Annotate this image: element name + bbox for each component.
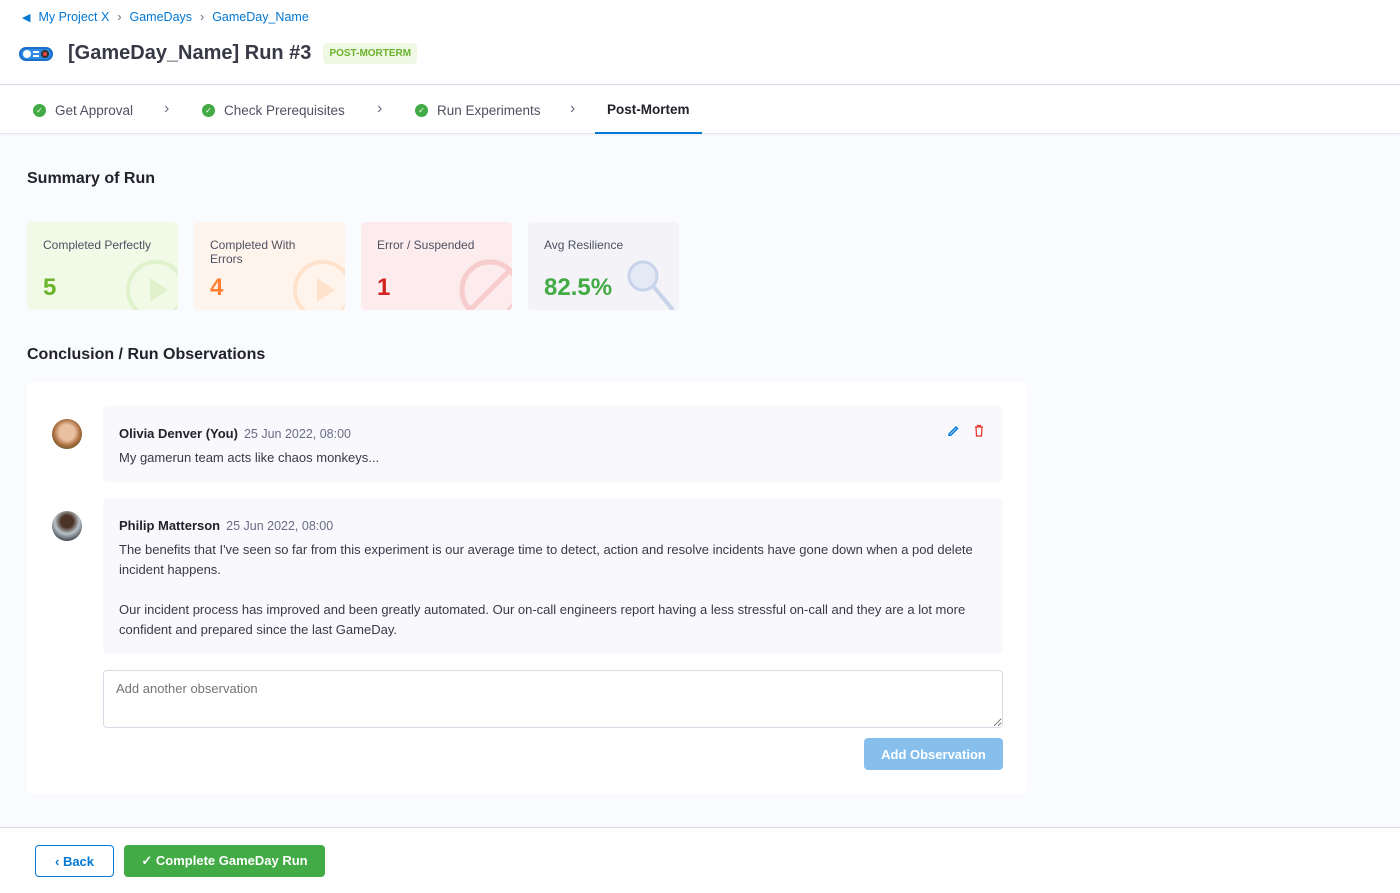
tab-check-prerequisites[interactable]: ✓ Check Prerequisites [202, 86, 345, 134]
card-label: Avg Resilience [544, 238, 624, 252]
breadcrumb-gameday[interactable]: GameDay_Name [212, 10, 309, 24]
observation-text: Our incident process has improved and be… [119, 602, 966, 637]
complete-label: Complete GameDay Run [155, 853, 308, 868]
project-icon: ◀ [22, 11, 31, 24]
card-completed-perfectly: Completed Perfectly 5 [27, 222, 178, 310]
card-value: 1 [377, 274, 391, 301]
add-observation-button[interactable]: Add Observation [864, 738, 1003, 770]
tab-get-approval[interactable]: ✓ Get Approval [33, 86, 133, 134]
step-tabs: ✓ Get Approval › ✓ Check Prerequisites › ✓… [0, 86, 1400, 134]
delete-icon[interactable] [973, 424, 985, 437]
check-circle-icon: ✓ [415, 103, 428, 117]
card-label: Completed Perfectly [43, 238, 152, 252]
avatar [52, 511, 82, 541]
summary-title: Summary of Run [27, 170, 156, 187]
timestamp: 25 Jun 2022, 08:00 [226, 519, 334, 533]
play-icon [293, 260, 345, 310]
observation-input[interactable] [103, 670, 1003, 728]
avatar [52, 419, 82, 449]
card-avg-resilience: Avg Resilience 82.5% [528, 222, 679, 310]
tab-post-mortem[interactable]: Post-Mortem [595, 86, 702, 134]
edit-icon[interactable] [947, 424, 959, 436]
observation-item: Olivia Denver (You) 25 Jun 2022, 08:00 My… [103, 406, 1003, 482]
tab-label: Check Prerequisites [224, 102, 345, 118]
author-name: Philip Matterson [119, 518, 221, 533]
observations-title: Conclusion / Run Observations [27, 346, 266, 363]
gamepad-icon [19, 46, 53, 61]
tab-label: Run Experiments [437, 102, 541, 118]
timestamp: 25 Jun 2022, 08:00 [243, 427, 352, 441]
card-completed-with-errors: Completed With Errors 4 [194, 222, 345, 310]
card-error-suspended: Error / Suspended 1 [361, 222, 512, 310]
tab-label: Get Approval [55, 102, 134, 118]
check-icon: ✓ [141, 853, 156, 868]
observation-text: My gamerun team acts like chaos monkeys.… [119, 450, 380, 465]
back-button[interactable]: ‹ Back [35, 845, 114, 877]
magnifier-icon [627, 260, 675, 310]
breadcrumb: ◀ My Project X › GameDays › GameDay_Name [22, 10, 309, 24]
footer: ‹ Back ✓ Complete GameDay Run [0, 827, 1400, 893]
tab-label: Post-Mortem [607, 101, 690, 117]
check-circle-icon: ✓ [202, 103, 215, 117]
page-header: ◀ My Project X › GameDays › GameDay_Name [… [0, 0, 1400, 85]
breadcrumb-project[interactable]: My Project X [38, 10, 110, 24]
check-circle-icon: ✓ [33, 103, 46, 117]
card-value: 5 [43, 274, 57, 301]
author-name: Olivia Denver (You) [119, 426, 238, 441]
status-badge: POST-MORTERM [323, 43, 418, 64]
card-label: Error / Suspended [377, 238, 475, 252]
chevron-right-icon: › [570, 100, 576, 117]
observations-panel: Olivia Denver (You) 25 Jun 2022, 08:00 My… [27, 382, 1027, 794]
page-title: [GameDay_Name] Run #3 [68, 42, 312, 64]
ban-icon [459, 259, 512, 310]
back-label: Back [62, 853, 95, 869]
breadcrumb-gamedays[interactable]: GameDays [129, 10, 193, 24]
tab-run-experiments[interactable]: ✓ Run Experiments [415, 86, 541, 134]
card-value: 82.5% [544, 274, 613, 301]
play-icon [126, 260, 178, 310]
chevron-right-icon: › [164, 100, 170, 117]
card-value: 4 [210, 274, 224, 301]
observation-item: Philip Matterson 25 Jun 2022, 08:00 The b… [103, 498, 1003, 654]
card-label: Completed With Errors [210, 238, 296, 266]
observation-text: The benefits that I've seen so far from … [119, 542, 973, 577]
chevron-right-icon: › [377, 100, 383, 117]
complete-run-button[interactable]: ✓ Complete GameDay Run [124, 845, 325, 877]
chevron-left-icon: ‹ [54, 853, 63, 869]
